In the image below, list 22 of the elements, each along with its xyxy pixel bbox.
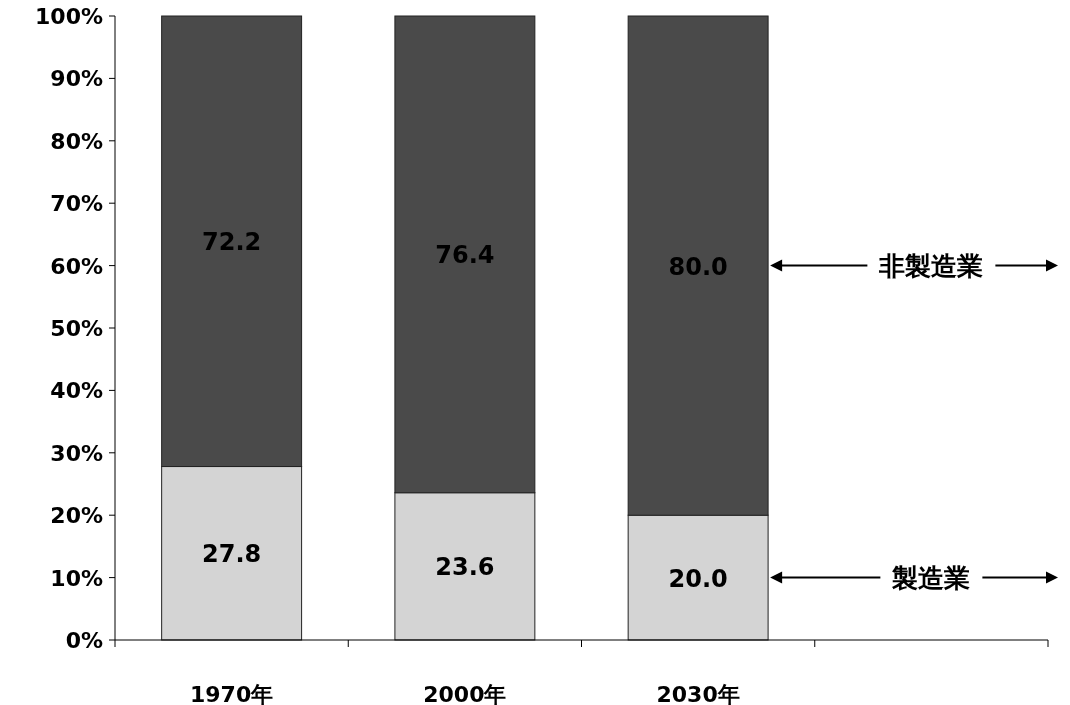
data-label: 23.6 bbox=[435, 553, 495, 582]
y-tick-label: 30% bbox=[50, 440, 103, 466]
y-tick-label: 20% bbox=[50, 503, 103, 529]
text: 非製造業 bbox=[878, 250, 984, 281]
y-tick-label: 60% bbox=[50, 253, 103, 279]
x-tick-label: 2000年 bbox=[423, 682, 507, 705]
y-tick-label: 40% bbox=[50, 378, 103, 404]
x-tick-label: 1970年 bbox=[190, 682, 274, 705]
y-tick-label: 50% bbox=[50, 316, 103, 341]
y-tick-label: 100% bbox=[35, 4, 103, 29]
data-label: 80.0 bbox=[668, 252, 728, 281]
y-tick-label: 10% bbox=[50, 565, 103, 591]
text: 製造業 bbox=[891, 562, 971, 593]
data-label: 27.8 bbox=[202, 540, 262, 569]
y-tick-label: 90% bbox=[50, 66, 103, 92]
y-tick-label: 70% bbox=[50, 191, 103, 217]
data-label: 20.0 bbox=[668, 564, 728, 593]
y-tick-label: 80% bbox=[50, 128, 103, 154]
x-tick-label: 2030年 bbox=[656, 682, 740, 705]
data-label: 72.2 bbox=[202, 228, 262, 257]
y-tick-label: 0% bbox=[65, 628, 103, 653]
data-label: 76.4 bbox=[435, 241, 495, 270]
